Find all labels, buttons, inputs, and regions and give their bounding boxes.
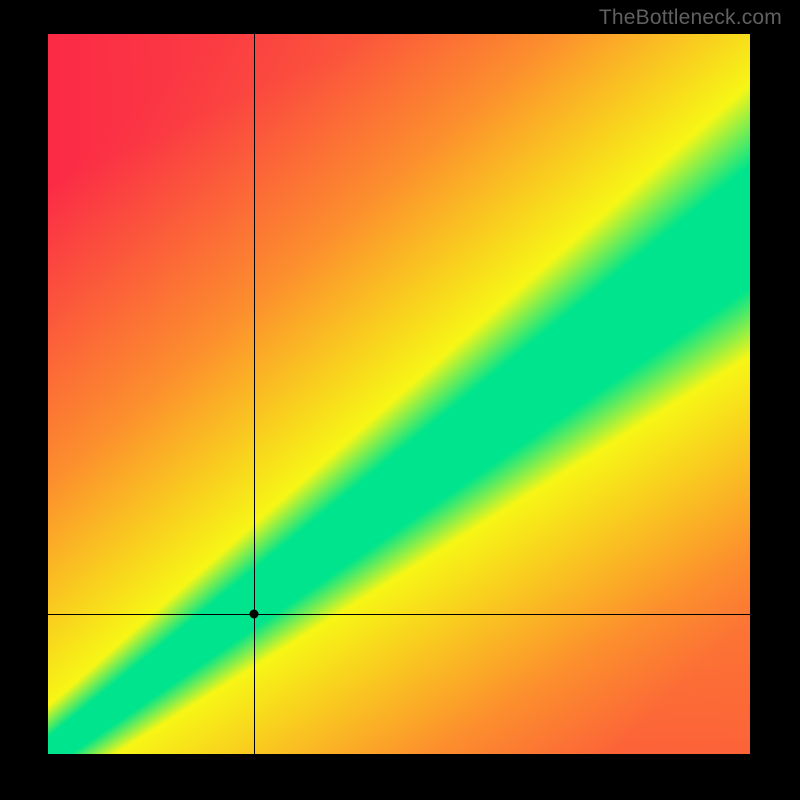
crosshair-vertical bbox=[254, 34, 255, 754]
data-point bbox=[249, 610, 258, 619]
chart-container: TheBottleneck.com bbox=[0, 0, 800, 800]
crosshair-horizontal bbox=[48, 614, 750, 615]
plot-area bbox=[48, 34, 750, 754]
heatmap-canvas bbox=[48, 34, 750, 754]
watermark-text: TheBottleneck.com bbox=[599, 6, 782, 30]
